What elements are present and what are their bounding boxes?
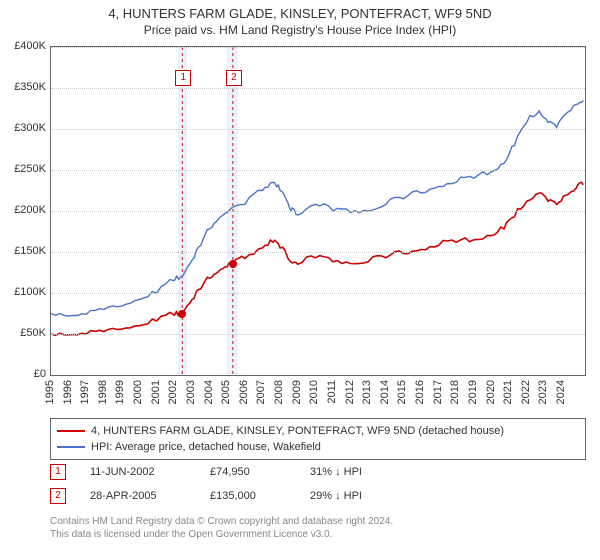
legend-label: HPI: Average price, detached house, Wake… <box>91 441 321 453</box>
y-tick-label: £350K <box>2 81 46 93</box>
event-marker-icon: 2 <box>226 70 242 86</box>
title-main: 4, HUNTERS FARM GLADE, KINSLEY, PONTEFRA… <box>0 6 600 21</box>
gridline-h <box>51 47 585 48</box>
gridline-h <box>51 129 585 130</box>
footnote-line-1: Contains HM Land Registry data © Crown c… <box>50 516 393 527</box>
x-tick-label: 2013 <box>361 380 373 404</box>
chart-container: 4, HUNTERS FARM GLADE, KINSLEY, PONTEFRA… <box>0 0 600 560</box>
x-tick-label: 1999 <box>114 380 126 404</box>
gridline-h <box>51 170 585 171</box>
x-tick-label: 2020 <box>485 380 497 404</box>
x-tick-label: 2009 <box>291 380 303 404</box>
x-tick-label: 2008 <box>273 380 285 404</box>
chart-area: 12 £0£50K£100K£150K£200K£250K£300K£350K£… <box>0 40 600 410</box>
sale-marker-1-icon: 1 <box>50 464 66 480</box>
x-tick-label: 1998 <box>97 380 109 404</box>
title-sub: Price paid vs. HM Land Registry's House … <box>0 23 600 37</box>
x-tick-label: 2022 <box>520 380 532 404</box>
x-tick-label: 2012 <box>344 380 356 404</box>
x-tick-label: 2005 <box>220 380 232 404</box>
sale-row-2: 2 28-APR-2005 £135,000 29% ↓ HPI <box>50 488 586 504</box>
x-tick-label: 2002 <box>167 380 179 404</box>
y-tick-label: £250K <box>2 163 46 175</box>
sale-date: 11-JUN-2002 <box>90 466 210 478</box>
x-tick-label: 2015 <box>396 380 408 404</box>
plot-area: 12 <box>50 46 586 376</box>
y-tick-label: £400K <box>2 40 46 52</box>
x-tick-label: 2001 <box>150 380 162 404</box>
x-tick-label: 2011 <box>326 380 338 404</box>
sale-price: £74,950 <box>210 466 310 478</box>
y-tick-label: £50K <box>2 327 46 339</box>
footnote-line-2: This data is licensed under the Open Gov… <box>50 529 332 540</box>
legend-item: 4, HUNTERS FARM GLADE, KINSLEY, PONTEFRA… <box>57 423 579 439</box>
x-tick-label: 2010 <box>308 380 320 404</box>
event-marker-icon: 1 <box>175 70 191 86</box>
x-tick-label: 1995 <box>44 380 56 404</box>
x-tick-label: 2019 <box>467 380 479 404</box>
gridline-h <box>51 252 585 253</box>
event-band <box>178 47 187 375</box>
legend-box: 4, HUNTERS FARM GLADE, KINSLEY, PONTEFRA… <box>50 418 586 460</box>
x-tick-label: 2024 <box>555 380 567 404</box>
legend-swatch-icon <box>57 430 85 432</box>
y-tick-label: £300K <box>2 122 46 134</box>
x-tick-label: 2016 <box>414 380 426 404</box>
series-line-hpi <box>51 100 583 316</box>
gridline-h <box>51 88 585 89</box>
y-tick-label: £200K <box>2 204 46 216</box>
legend-item: HPI: Average price, detached house, Wake… <box>57 439 579 455</box>
sale-delta: 31% ↓ HPI <box>310 466 430 478</box>
footnote: Contains HM Land Registry data © Crown c… <box>50 516 586 541</box>
x-tick-label: 1997 <box>79 380 91 404</box>
gridline-h <box>51 293 585 294</box>
y-tick-label: £150K <box>2 245 46 257</box>
sale-row-1: 1 11-JUN-2002 £74,950 31% ↓ HPI <box>50 464 586 480</box>
x-tick-label: 2007 <box>255 380 267 404</box>
gridline-h <box>51 334 585 335</box>
sale-price: £135,000 <box>210 490 310 502</box>
y-tick-label: £100K <box>2 286 46 298</box>
x-tick-label: 2023 <box>537 380 549 404</box>
sale-delta: 29% ↓ HPI <box>310 490 430 502</box>
sale-point-dot <box>178 310 186 318</box>
y-tick-label: £0 <box>2 368 46 380</box>
x-tick-label: 2017 <box>432 380 444 404</box>
titles: 4, HUNTERS FARM GLADE, KINSLEY, PONTEFRA… <box>0 0 600 37</box>
event-band <box>227 47 238 375</box>
x-tick-label: 2003 <box>185 380 197 404</box>
sale-date: 28-APR-2005 <box>90 490 210 502</box>
x-tick-label: 2000 <box>132 380 144 404</box>
x-tick-label: 2021 <box>502 380 514 404</box>
x-tick-label: 2018 <box>449 380 461 404</box>
sale-point-dot <box>229 260 237 268</box>
x-tick-label: 1996 <box>62 380 74 404</box>
gridline-h <box>51 211 585 212</box>
legend-swatch-icon <box>57 446 85 448</box>
x-tick-label: 2006 <box>238 380 250 404</box>
legend-label: 4, HUNTERS FARM GLADE, KINSLEY, PONTEFRA… <box>91 425 504 437</box>
sale-marker-2-icon: 2 <box>50 488 66 504</box>
x-tick-label: 2014 <box>379 380 391 404</box>
x-tick-label: 2004 <box>203 380 215 404</box>
